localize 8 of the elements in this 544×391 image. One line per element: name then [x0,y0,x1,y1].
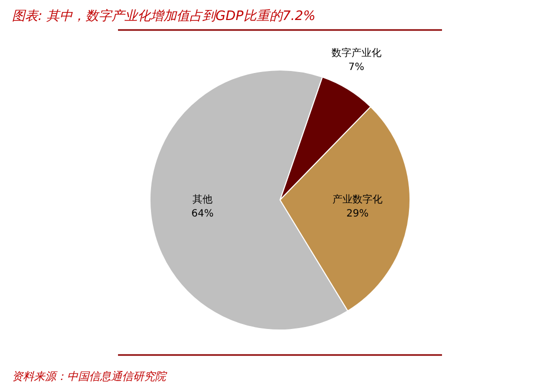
data-label: 64% [191,208,214,220]
chart-title: 图表: 其中，数字产业化增加值占到GDP比重的7.2% [12,8,316,24]
slice-label: 数字产业化 [331,46,382,59]
slice-label: 产业数字化 [332,194,383,206]
data-label: 29% [346,208,369,220]
slice-label: 其他 [192,193,212,206]
text: 资料来源：中国信息通信研究院 [12,370,168,383]
data-label: 7% [348,62,364,73]
